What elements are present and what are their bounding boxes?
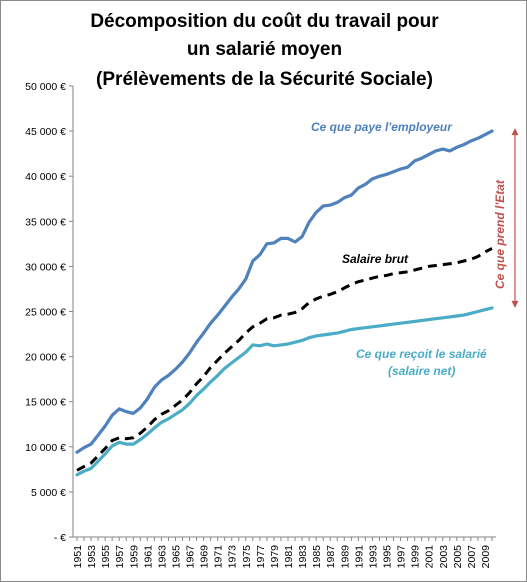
net-label-line-2: (salaire net)	[388, 364, 455, 378]
x-tick-label: 1963	[156, 545, 168, 569]
x-tick-label: 1995	[381, 545, 393, 569]
series-line-0	[75, 129, 494, 454]
series-line-2	[75, 306, 494, 477]
chart-title-line-2: un salarié moyen	[186, 39, 343, 60]
x-tick-label: 1979	[269, 545, 281, 569]
chart-title-line-1: Décomposition du coût du travail pour	[90, 11, 439, 32]
employer-label: Ce que paye l'employeur	[311, 120, 453, 134]
x-tick-label: 1959	[128, 545, 140, 569]
x-tick-label: 1981	[283, 545, 295, 569]
x-tick-label: 1961	[142, 545, 154, 569]
x-tick-label: 2007	[466, 545, 478, 569]
series-lines	[75, 129, 494, 477]
state-arrow	[511, 128, 519, 308]
y-tick-label: 25 000 €	[25, 307, 66, 319]
y-tick-label: 50 000 €	[25, 81, 66, 93]
x-tick-label: 2005	[452, 545, 464, 569]
x-tick-label: 1997	[396, 545, 408, 569]
x-tick-label: 2001	[424, 545, 436, 569]
x-tick-label: 1973	[227, 545, 239, 569]
x-tick-label: 1985	[311, 545, 323, 569]
y-tick-label: 20 000 €	[25, 352, 66, 364]
x-tick-label: 1953	[86, 545, 98, 569]
x-tick-label: 1975	[241, 545, 253, 569]
x-tick-label: 1993	[367, 545, 379, 569]
x-tick-label: 1987	[325, 545, 337, 569]
y-axis: - € 5 000 € 10 000 € 15 000 € 20 000 € 25 000…	[25, 81, 74, 544]
x-tick-label: 1965	[170, 545, 182, 569]
x-tick-label: 2003	[438, 545, 450, 569]
y-tick-label: 10 000 €	[25, 442, 66, 454]
net-label-line-1: Ce que reçoit le salarié	[356, 347, 487, 361]
x-tick-label: 1971	[213, 545, 225, 569]
y-tick-label: 30 000 €	[25, 261, 66, 273]
x-tick-label: 1991	[353, 545, 365, 569]
x-tick-label: 1983	[297, 545, 309, 569]
x-tick-label: 1977	[255, 545, 267, 569]
x-tick-label: 1955	[100, 545, 112, 569]
brut-label: Salaire brut	[342, 252, 409, 266]
x-tick-label: 1999	[410, 545, 422, 569]
x-tick-label: 1989	[339, 545, 351, 569]
x-tick-label: 1969	[199, 545, 211, 569]
x-tick-label: 2009	[480, 545, 492, 569]
x-tick-label: 1967	[185, 545, 197, 569]
y-tick-label: 45 000 €	[25, 126, 66, 138]
y-tick-label: - €	[54, 532, 66, 544]
y-tick-label: 15 000 €	[25, 397, 66, 409]
x-tick-label: 1951	[72, 545, 84, 569]
y-tick-label: 5 000 €	[31, 487, 66, 499]
y-tick-label: 35 000 €	[25, 216, 66, 228]
state-label: Ce que prend l'Etat	[493, 179, 507, 289]
chart-title-line-3: (Prélèvements de la Sécurité Sociale)	[96, 69, 433, 90]
x-tick-label: 1957	[114, 545, 126, 569]
x-axis: 1951 1953 1955 1957 1959 1961 1963 1965 1967 1969…	[72, 536, 496, 569]
y-tick-label: 40 000 €	[25, 171, 66, 183]
